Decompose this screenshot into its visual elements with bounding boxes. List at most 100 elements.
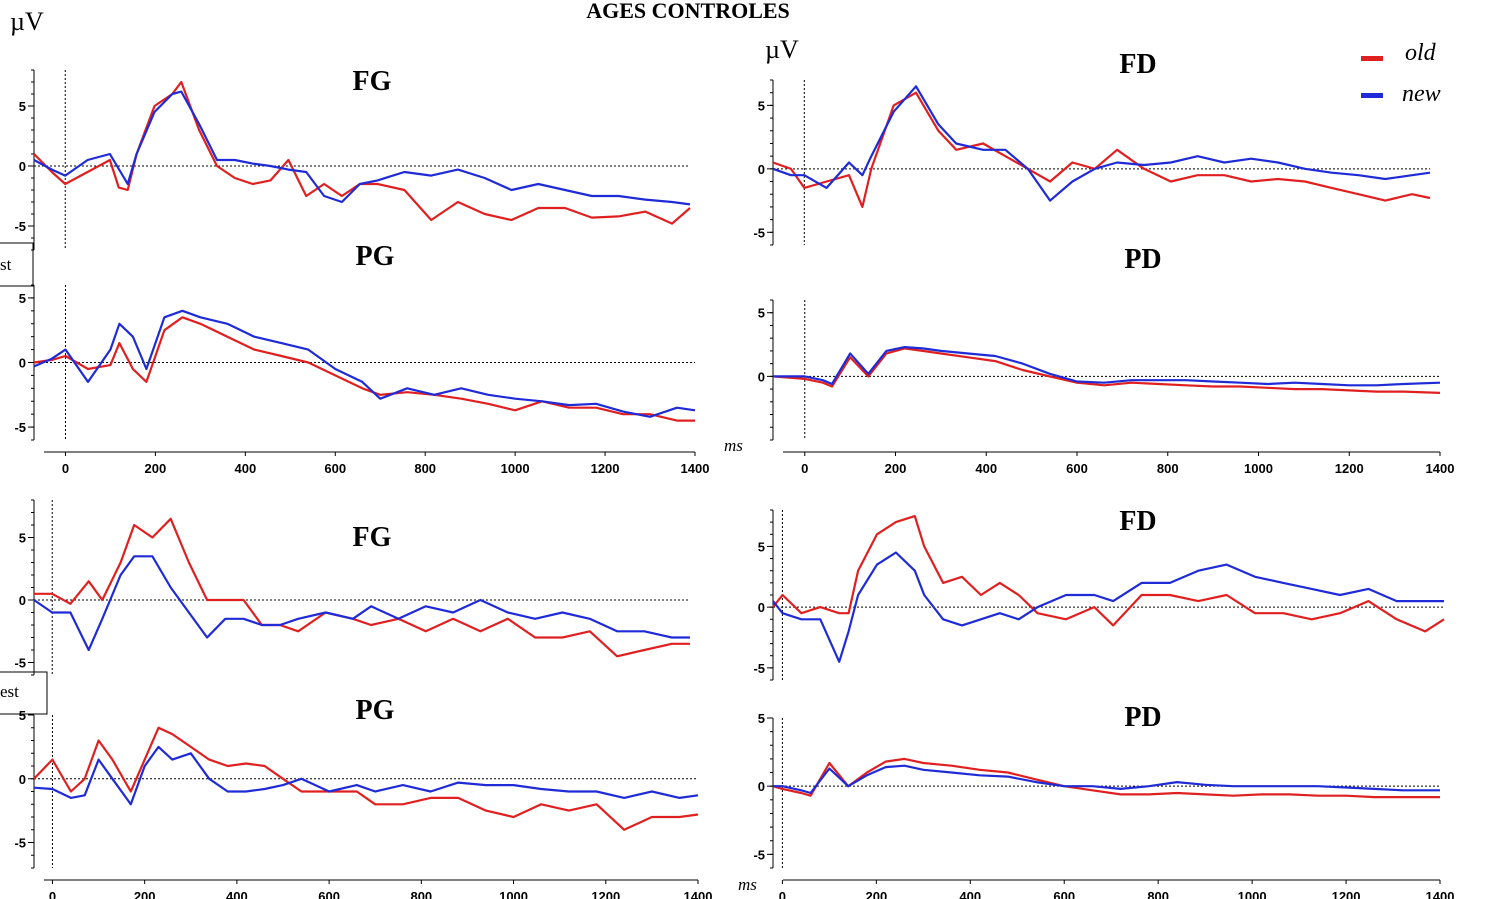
x-tick-label: 1000 [1238, 889, 1267, 899]
label-box-bottom-text: est [0, 682, 19, 701]
panel-title-g2-fd: FD [1119, 506, 1156, 537]
figure-title: AGES CONTROLES [586, 0, 790, 23]
y-tick-label: 5 [758, 539, 765, 554]
x-tick-label: 1000 [499, 889, 528, 899]
y-tick-label: 5 [19, 708, 26, 723]
legend-swatch-new [1361, 93, 1383, 98]
legend-label-new: new [1402, 81, 1441, 107]
series-line-old [772, 91, 1431, 208]
x-tick-label: 800 [414, 461, 436, 476]
series-line-old [33, 726, 699, 831]
y-tick-label: -5 [14, 420, 26, 435]
x-tick-label: 200 [885, 461, 907, 476]
y-tick-label: 5 [758, 98, 765, 113]
y-tick-label: 0 [758, 369, 765, 384]
label-box-bottom: est [0, 671, 48, 715]
x-tick-label: 400 [975, 461, 997, 476]
panel-title-g1-pg: PG [356, 241, 395, 272]
y-tick-label: 5 [19, 291, 26, 306]
series-line-old [33, 80, 691, 225]
ms-label-bottom: ms [738, 875, 757, 894]
x-tick-label: 1400 [1426, 889, 1455, 899]
y-tick-label: 0 [758, 779, 765, 794]
panel-g2-pg: PG 5 0 -5 0 200 400 600 800 1000 1200 1400 [14, 695, 712, 899]
x-tick-label: 1000 [501, 461, 530, 476]
panel-g1-pg: PG 5 0 -5 0 200 400 600 800 1000 1200 1400 [14, 241, 709, 476]
panel-g1-fg: FG 5 0 -5 [14, 66, 691, 251]
panel-title-g1-pd: PD [1124, 244, 1161, 275]
legend-label-old: old [1405, 40, 1437, 66]
x-tick-label: 600 [324, 461, 346, 476]
x-tick-label: 600 [1066, 461, 1088, 476]
x-tick-label: 400 [226, 889, 248, 899]
x-tick-label: 600 [1053, 889, 1075, 899]
x-tick-label: 1000 [1244, 461, 1273, 476]
y-tick-label: 5 [758, 306, 765, 321]
series-line-old [772, 514, 1445, 633]
plot-panels: FG 5 0 -5 PG 5 0 -5 0 200 400 600 800 1000 1200 1400 FD 5… [14, 49, 1454, 899]
label-box-top-text: st [0, 255, 12, 274]
y-tick-label: 0 [758, 162, 765, 177]
unit-label-right: µV [765, 35, 799, 64]
series-line-old [33, 316, 695, 422]
series-line-new [773, 346, 1441, 387]
x-tick-label: 1200 [1332, 889, 1361, 899]
series-line-new [772, 551, 1444, 663]
x-tick-label: 1400 [684, 889, 713, 899]
x-tick-label: 1200 [591, 889, 620, 899]
series-line-new [33, 745, 699, 806]
panel-g2-pd: PD 5 0 -5 0 200 400 600 800 1000 1200 1400 [753, 702, 1454, 899]
panel-title-g2-fg: FG [353, 522, 392, 553]
legend-swatch-old [1361, 56, 1383, 61]
y-tick-label: 5 [19, 531, 26, 546]
y-tick-label: 5 [758, 711, 765, 726]
unit-label-left: µV [10, 7, 44, 36]
x-tick-label: 0 [49, 889, 56, 899]
series-line-new [33, 555, 690, 652]
legend: old new [1361, 40, 1441, 107]
x-tick-label: 800 [1147, 889, 1169, 899]
y-tick-label: -5 [14, 836, 26, 851]
ms-label-top: ms [724, 436, 743, 455]
x-tick-label: 0 [801, 461, 808, 476]
x-tick-label: 400 [959, 889, 981, 899]
x-tick-label: 1200 [591, 461, 620, 476]
x-tick-label: 200 [865, 889, 887, 899]
y-tick-label: 0 [19, 593, 26, 608]
x-tick-label: 1400 [681, 461, 710, 476]
series-line-new [33, 90, 691, 206]
x-tick-label: 0 [62, 461, 69, 476]
series-line-old [34, 517, 690, 658]
x-tick-label: 0 [779, 889, 786, 899]
x-tick-label: 400 [234, 461, 256, 476]
y-tick-label: 0 [19, 772, 26, 787]
y-tick-label: -5 [753, 661, 765, 676]
y-tick-label: 5 [19, 99, 26, 114]
y-tick-label: 0 [19, 159, 26, 174]
label-box-top: st [0, 242, 34, 287]
panel-g2-fd: FD 5 0 -5 [753, 506, 1445, 681]
series-line-new [772, 85, 1431, 202]
x-tick-label: 1200 [1335, 461, 1364, 476]
x-tick-label: 800 [410, 889, 432, 899]
y-tick-label: -5 [14, 656, 26, 671]
panel-title-g1-fd: FD [1119, 49, 1156, 80]
series-line-old [772, 347, 1441, 394]
x-tick-label: 800 [1157, 461, 1179, 476]
panel-title-g2-pg: PG [356, 695, 395, 726]
panel-title-g2-pd: PD [1124, 702, 1161, 733]
series-line-old [772, 757, 1440, 799]
panel-g2-fg: FG 5 0 -5 [14, 499, 690, 676]
x-tick-label: 200 [145, 461, 167, 476]
x-tick-label: 600 [318, 889, 340, 899]
panel-title-g1-fg: FG [353, 66, 392, 97]
y-tick-label: -5 [753, 225, 765, 240]
y-tick-label: -5 [753, 847, 765, 862]
y-tick-label: -5 [14, 219, 26, 234]
series-line-new [773, 764, 1440, 795]
y-tick-label: 0 [19, 356, 26, 371]
series-line-new [33, 309, 696, 418]
panel-g1-pd: PD 5 0 0 200 400 600 800 1000 1200 1400 [758, 244, 1455, 476]
y-tick-label: 0 [758, 600, 765, 615]
